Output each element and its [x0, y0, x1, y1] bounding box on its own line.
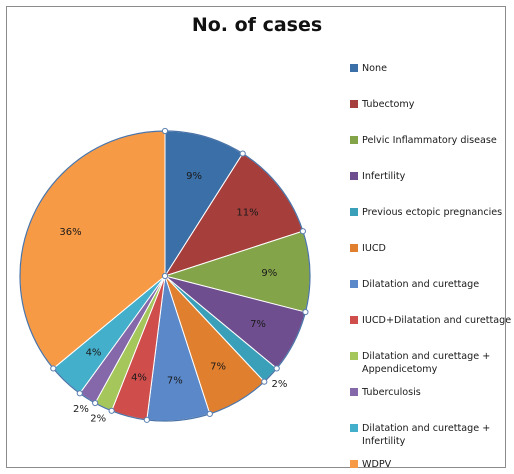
- chart-title: No. of cases: [191, 14, 323, 36]
- legend-label: Dilatation and curettage: [362, 279, 480, 290]
- data-label: 2%: [90, 414, 106, 425]
- legend-item: Pelvic Inflammatory disease: [350, 134, 514, 147]
- legend-label: IUCD: [362, 243, 386, 254]
- legend-item: Tubectomy: [350, 98, 514, 111]
- legend-swatch: [350, 280, 358, 288]
- legend-label: Tubectomy: [362, 99, 415, 110]
- selection-handle-center[interactable]: [161, 272, 169, 280]
- data-label: 7%: [167, 375, 183, 386]
- selection-handle[interactable]: [92, 399, 99, 407]
- legend-item: Tuberculosis: [350, 386, 514, 399]
- data-label: 9%: [186, 171, 202, 182]
- selection-handle[interactable]: [273, 365, 280, 372]
- legend-item: Previous ectopic pregnancies: [350, 206, 514, 219]
- selection-handle[interactable]: [50, 365, 57, 372]
- selection-handle[interactable]: [239, 150, 246, 157]
- data-labels: 9%11%9%7%2%7%7%4%2%2%4%36%: [59, 171, 287, 424]
- legend-label: IUCD+Dilatation and curettage: [362, 315, 512, 326]
- data-label: 7%: [250, 319, 266, 330]
- selection-handle[interactable]: [76, 390, 83, 397]
- data-label: 4%: [131, 373, 147, 384]
- legend-swatch: [350, 424, 358, 432]
- legend-item: Dilatation and curettage + Appendicetomy: [350, 350, 514, 376]
- legend-swatch: [350, 244, 358, 252]
- legend-item: IUCD: [350, 242, 514, 255]
- pie-slices: [19, 130, 311, 422]
- legend-label: None: [362, 63, 388, 74]
- legend-label: Previous ectopic pregnancies: [362, 207, 503, 218]
- legend-swatch: [350, 460, 358, 468]
- legend-label: Pelvic Inflammatory disease: [362, 135, 497, 146]
- selection-handle[interactable]: [161, 127, 169, 135]
- data-label: 2%: [271, 379, 287, 390]
- selection-handle[interactable]: [206, 410, 213, 417]
- data-label: 11%: [236, 208, 258, 219]
- legend-label: Dilatation and curettage + Appendicetomy: [362, 351, 491, 375]
- data-label: 9%: [261, 268, 277, 279]
- legend-label: Infertility: [362, 171, 406, 182]
- selection-handles: [19, 127, 311, 423]
- legend-item: Dilatation and curettage: [350, 278, 514, 291]
- legend-swatch: [350, 208, 358, 216]
- selection-handle[interactable]: [261, 378, 268, 385]
- legend-swatch: [350, 100, 358, 108]
- legend-item: WDPV: [350, 458, 514, 471]
- legend-swatch: [350, 172, 358, 180]
- legend-swatch: [350, 316, 358, 324]
- data-label: 7%: [210, 361, 226, 372]
- selection-handle[interactable]: [302, 308, 309, 316]
- legend-item: None: [350, 62, 514, 75]
- legend-label: WDPV: [362, 459, 392, 470]
- selection-handle[interactable]: [299, 228, 306, 235]
- data-label: 2%: [73, 404, 89, 415]
- data-label: 36%: [59, 227, 81, 238]
- selection-handle[interactable]: [108, 407, 115, 414]
- legend-swatch: [350, 64, 358, 72]
- data-label: 4%: [86, 348, 102, 359]
- legend-item: Dilatation and curettage + Infertility: [350, 422, 514, 448]
- legend-item: Infertility: [350, 170, 514, 183]
- legend-swatch: [350, 388, 358, 396]
- legend-item: IUCD+Dilatation and curettage: [350, 314, 514, 327]
- legend-swatch: [350, 136, 358, 144]
- legend-label: Tuberculosis: [362, 387, 421, 398]
- selection-handle[interactable]: [143, 416, 150, 423]
- legend-swatch: [350, 352, 358, 360]
- legend-label: Dilatation and curettage + Infertility: [362, 423, 491, 447]
